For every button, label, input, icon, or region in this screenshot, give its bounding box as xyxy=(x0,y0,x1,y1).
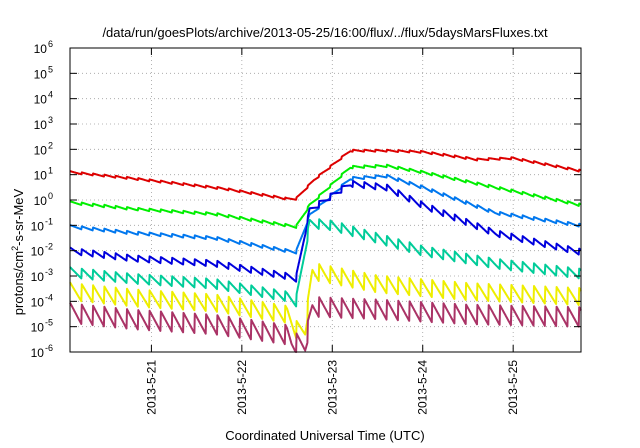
y-axis-label-base: protons/cm xyxy=(11,251,26,315)
series-line-5 xyxy=(69,218,582,308)
y-tick-label-base: 10 xyxy=(34,169,48,183)
y-tick-label-exponent: 6 xyxy=(48,39,53,49)
y-axis-label: protons/cm2-s-sr-MeV xyxy=(10,188,26,315)
y-tick-label-base: 10 xyxy=(31,346,45,360)
y-tick-label-base: 10 xyxy=(31,270,45,284)
chart-title: /data/run/goesPlots/archive/2013-05-25/1… xyxy=(102,25,548,40)
y-tick-label: 100 xyxy=(34,191,53,208)
y-tick-label-exponent: 1 xyxy=(48,166,53,176)
y-tick-label: 10-4 xyxy=(31,292,53,309)
series-line-7 xyxy=(69,296,582,353)
y-tick-label-base: 10 xyxy=(34,42,48,56)
grid-lines xyxy=(70,48,581,352)
y-tick-label: 101 xyxy=(34,166,53,183)
series-line-4 xyxy=(69,179,582,283)
y-tick-label-base: 10 xyxy=(31,245,45,259)
series-line-1 xyxy=(69,148,582,201)
x-tick-label: 2013-5-22 xyxy=(235,360,249,415)
y-tick-label-exponent: -1 xyxy=(45,216,53,226)
series-line-6 xyxy=(69,263,582,340)
x-axis-label: Coordinated Universal Time (UTC) xyxy=(225,428,424,443)
series-group xyxy=(69,148,582,353)
y-tick-label: 10-1 xyxy=(31,216,53,233)
y-tick-label-exponent: -5 xyxy=(45,318,53,328)
x-tick-label: 2013-5-25 xyxy=(506,360,520,415)
y-axis-label-tail: -s-sr-MeV xyxy=(11,188,26,245)
y-tick-label: 10-6 xyxy=(31,343,53,360)
y-tick-label: 102 xyxy=(34,140,53,157)
x-tick-label: 2013-5-23 xyxy=(325,360,339,415)
y-tick-label-base: 10 xyxy=(34,67,48,81)
y-tick-label-exponent: 3 xyxy=(48,115,53,125)
y-tick-label-base: 10 xyxy=(34,194,48,208)
y-tick-label-base: 10 xyxy=(34,118,48,132)
y-tick-label: 104 xyxy=(34,90,53,107)
x-tick-labels: 2013-5-21 2013-5-22 2013-5-23 2013-5-24 2013… xyxy=(144,360,520,415)
series-line-3 xyxy=(69,173,582,255)
y-tick-label: 10-5 xyxy=(31,318,53,335)
y-tick-label-base: 10 xyxy=(34,143,48,157)
y-tick-label: 10-2 xyxy=(31,242,53,259)
x-tick-label: 2013-5-21 xyxy=(144,360,158,415)
y-tick-label-exponent: -2 xyxy=(45,242,53,252)
x-tick-label: 2013-5-24 xyxy=(416,360,430,415)
y-tick-label: 105 xyxy=(34,64,53,81)
y-tick-labels: 10-610-510-410-310-210-11001011021031041… xyxy=(31,39,53,360)
y-axis-label-exponent: 2 xyxy=(10,246,20,251)
y-tick-label-base: 10 xyxy=(34,93,48,107)
y-tick-label-exponent: 5 xyxy=(48,64,53,74)
y-tick-label: 103 xyxy=(34,115,53,132)
tick-marks xyxy=(70,47,581,353)
y-tick-label: 106 xyxy=(34,39,53,56)
y-tick-label-base: 10 xyxy=(31,321,45,335)
series-line-2 xyxy=(69,163,582,229)
y-tick-label-exponent: -3 xyxy=(45,267,53,277)
y-tick-label: 10-3 xyxy=(31,267,53,284)
y-tick-label-exponent: 0 xyxy=(48,191,53,201)
y-tick-label-exponent: -4 xyxy=(45,292,53,302)
y-tick-label-base: 10 xyxy=(31,295,45,309)
y-tick-label-base: 10 xyxy=(31,219,45,233)
y-tick-label-exponent: 4 xyxy=(48,90,53,100)
y-tick-label-exponent: -6 xyxy=(45,343,53,353)
y-tick-label-exponent: 2 xyxy=(48,140,53,150)
